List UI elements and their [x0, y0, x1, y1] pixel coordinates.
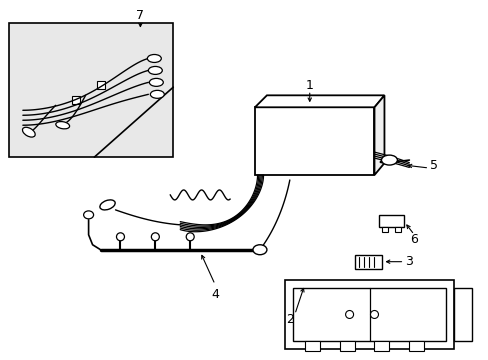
Ellipse shape	[150, 90, 164, 98]
Polygon shape	[374, 95, 384, 175]
Bar	[382, 227, 387, 232]
Bar	[395, 227, 401, 232]
Bar	[453, 288, 471, 341]
Bar	[285, 280, 453, 349]
Text: 4: 4	[211, 288, 219, 301]
Ellipse shape	[56, 122, 69, 129]
Ellipse shape	[345, 310, 353, 319]
Ellipse shape	[370, 310, 378, 319]
Bar	[374, 341, 388, 351]
Bar	[408, 341, 424, 351]
Bar	[96, 81, 104, 89]
Text: 6: 6	[409, 233, 417, 246]
Ellipse shape	[148, 67, 162, 75]
Ellipse shape	[22, 127, 35, 137]
Ellipse shape	[381, 155, 397, 165]
Bar	[379, 215, 404, 227]
Bar	[292, 288, 446, 341]
Ellipse shape	[149, 78, 163, 86]
Polygon shape	[254, 95, 384, 107]
Bar	[304, 341, 319, 351]
Ellipse shape	[147, 54, 161, 62]
Bar	[9, 23, 173, 157]
Ellipse shape	[116, 233, 124, 241]
Bar	[72, 96, 80, 104]
Text: 3: 3	[405, 255, 412, 268]
Text: 5: 5	[429, 158, 437, 172]
Bar	[254, 107, 374, 175]
Bar	[339, 341, 354, 351]
Ellipse shape	[186, 233, 194, 241]
Bar	[354, 255, 382, 269]
Ellipse shape	[252, 245, 266, 255]
Text: 7: 7	[136, 9, 144, 22]
Ellipse shape	[83, 211, 93, 219]
Text: 2: 2	[285, 313, 293, 326]
Ellipse shape	[100, 200, 115, 210]
Ellipse shape	[151, 233, 159, 241]
Text: 1: 1	[305, 79, 313, 92]
